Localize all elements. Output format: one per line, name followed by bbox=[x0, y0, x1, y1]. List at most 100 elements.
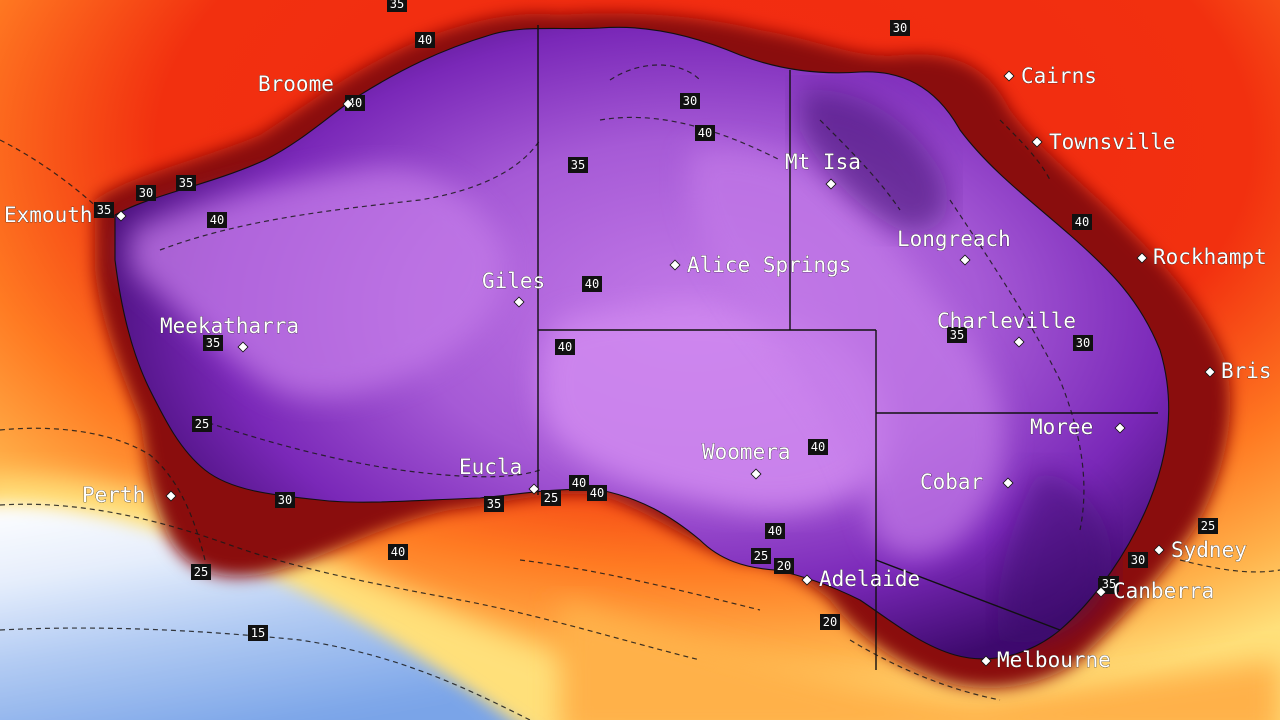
city-rockhampton: Rockhampt bbox=[1136, 245, 1267, 269]
isotherm-label-box bbox=[947, 327, 967, 343]
isotherm-label-box bbox=[568, 157, 588, 173]
isotherm-label-value: 35 bbox=[950, 328, 964, 342]
coastline bbox=[114, 26, 1170, 660]
isotherm-label-value: 25 bbox=[194, 565, 208, 579]
city-brisbane: Bris bbox=[1204, 359, 1272, 383]
isotherm-label-value: 40 bbox=[348, 96, 362, 110]
isotherm-label-box bbox=[415, 32, 435, 48]
isotherm-label-box bbox=[582, 276, 602, 292]
city-marker-icon bbox=[1031, 136, 1043, 148]
isotherm-label-value: 30 bbox=[683, 94, 697, 108]
city-marker-icon bbox=[528, 483, 540, 495]
isotherm-label: 25 bbox=[751, 548, 771, 564]
city-marker-icon bbox=[1204, 366, 1216, 378]
isotherm-label: 35 bbox=[1099, 576, 1119, 592]
isotherm-label: 30 bbox=[680, 93, 700, 109]
isotherm-label-box bbox=[136, 185, 156, 201]
isotherm-label-box bbox=[587, 485, 607, 501]
city-marker-icon bbox=[513, 296, 525, 308]
isotherm-label: 35 bbox=[387, 0, 407, 12]
isotherm-label-value: 40 bbox=[1075, 215, 1089, 229]
isotherm-label: 20 bbox=[820, 614, 840, 630]
isotherm-label-value: 30 bbox=[1131, 553, 1145, 567]
isotherm-label-box bbox=[94, 202, 114, 218]
city-marker-icon bbox=[1136, 252, 1148, 264]
city-cobar: Cobar bbox=[920, 470, 1014, 494]
city-meekatharra: Meekatharra bbox=[160, 314, 299, 353]
isotherm-labels: 3035403540403530304035404035404030352540… bbox=[94, 0, 1218, 641]
city-marker-icon bbox=[1095, 586, 1107, 598]
isotherm-label: 40 bbox=[765, 523, 785, 539]
dark-core-nsw bbox=[997, 470, 1112, 643]
city-marker-icon bbox=[959, 254, 971, 266]
isotherm-label: 35 bbox=[947, 327, 967, 343]
isotherm-label: 30 bbox=[1128, 552, 1148, 568]
isotherm-label-box bbox=[387, 0, 407, 12]
isotherm-label: 40 bbox=[415, 32, 435, 48]
city-marker-icon bbox=[669, 259, 681, 271]
isotherm-label-value: 30 bbox=[1076, 336, 1090, 350]
city-markers: Broome Exmouth Meekatharra Perth Giles Eucla A… bbox=[4, 64, 1272, 673]
isotherm-label-value: 40 bbox=[558, 340, 572, 354]
city-label: Bris bbox=[1221, 359, 1272, 383]
isotherm-label-value: 35 bbox=[206, 336, 220, 350]
city-perth: Perth bbox=[82, 483, 177, 507]
isotherm-label: 40 bbox=[582, 276, 602, 292]
city-label: Eucla bbox=[459, 455, 522, 479]
city-marker-icon bbox=[237, 341, 249, 353]
isotherm-label-value: 35 bbox=[97, 203, 111, 217]
isotherm-label: 40 bbox=[555, 339, 575, 355]
isotherm-label: 40 bbox=[587, 485, 607, 501]
isotherm-label-box bbox=[765, 523, 785, 539]
isotherm-label: 40 bbox=[569, 475, 589, 491]
isotherm-label: 35 bbox=[94, 202, 114, 218]
city-label: Longreach bbox=[897, 227, 1011, 251]
isotherm-label: 25 bbox=[191, 564, 211, 580]
city-label: Mt Isa bbox=[785, 150, 861, 174]
isotherm-label-box bbox=[192, 416, 212, 432]
isotherm-label-box bbox=[248, 625, 268, 641]
isotherm-label-box bbox=[275, 492, 295, 508]
city-label: Moree bbox=[1030, 415, 1093, 439]
isotherm-label: 30 bbox=[1073, 335, 1093, 351]
city-label: Rockhampt bbox=[1153, 245, 1267, 269]
isotherm-label: 15 bbox=[248, 625, 268, 641]
isotherm-label: 25 bbox=[192, 416, 212, 432]
isotherm-label-value: 30 bbox=[893, 21, 907, 35]
city-label: Cairns bbox=[1021, 64, 1097, 88]
city-marker-icon bbox=[1002, 477, 1014, 489]
isotherm-label-box bbox=[569, 475, 589, 491]
isotherm-label-box bbox=[176, 175, 196, 191]
state-borders bbox=[537, 25, 1158, 670]
city-exmouth: Exmouth bbox=[4, 203, 127, 227]
isotherm-label-box bbox=[207, 212, 227, 228]
city-marker-icon bbox=[342, 98, 354, 110]
dark-core-queensland bbox=[800, 89, 948, 232]
isotherm-label-box bbox=[695, 125, 715, 141]
isotherm-label-value: 40 bbox=[585, 277, 599, 291]
isotherm-label-value: 25 bbox=[754, 549, 768, 563]
isotherm-label: 30 bbox=[136, 185, 156, 201]
city-melbourne: Melbourne bbox=[980, 648, 1111, 672]
isotherm-label-value: 35 bbox=[390, 0, 404, 11]
isotherm-label: 25 bbox=[1198, 518, 1218, 534]
city-label: Giles bbox=[482, 269, 545, 293]
isotherm-label: 20 bbox=[774, 558, 794, 574]
city-label: Adelaide bbox=[819, 567, 920, 591]
isotherm-label: 40 bbox=[1072, 214, 1092, 230]
isotherm-label-box bbox=[890, 20, 910, 36]
isotherm-label: 35 bbox=[203, 335, 223, 351]
city-alice-springs: Alice Springs bbox=[669, 253, 852, 277]
isotherm-label-box bbox=[1198, 518, 1218, 534]
city-label: Townsville bbox=[1049, 130, 1175, 154]
city-canberra: Canberra bbox=[1095, 579, 1214, 603]
isotherm-label-value: 40 bbox=[418, 33, 432, 47]
city-mt-isa: Mt Isa bbox=[785, 150, 861, 190]
isotherm-label-value: 40 bbox=[698, 126, 712, 140]
isotherm-label-box bbox=[1072, 214, 1092, 230]
isotherm-label-value: 25 bbox=[544, 491, 558, 505]
isotherm-label-value: 40 bbox=[572, 476, 586, 490]
isotherm-label-box bbox=[774, 558, 794, 574]
isotherm-label-value: 30 bbox=[278, 493, 292, 507]
